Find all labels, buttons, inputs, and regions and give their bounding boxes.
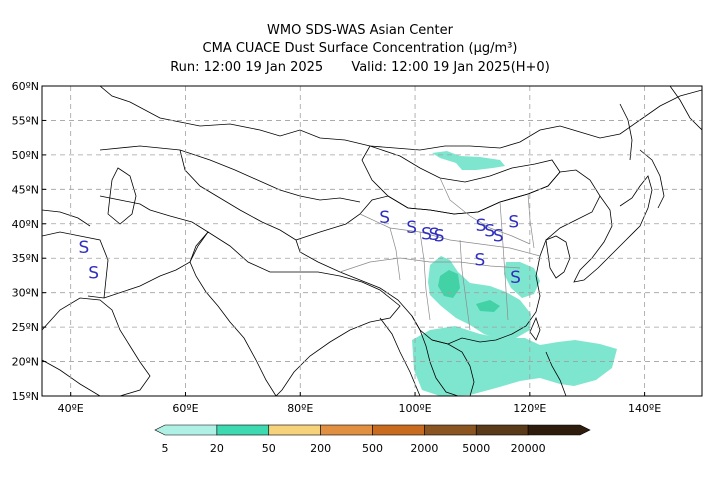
colorbar-swatch [154,424,218,436]
province-borders [339,177,541,331]
colorbar: 5 20 50 200 500 2000 5000 20000 [154,424,591,455]
colorbar-level-label: 20 [210,442,224,455]
lat-tick-label: 40ºN [12,218,39,231]
station-marker-s: S [78,238,89,258]
dust-area-mongolia [432,151,505,170]
lat-tick-label: 60ºN [12,80,39,93]
colorbar-swatch [527,424,591,436]
colorbar-level-label: 500 [362,442,383,455]
colorbar-swatch [424,424,477,436]
station-marker-s: S [88,264,99,284]
lat-tick-label: 25ºN [12,321,39,334]
colorbar-level-label: 200 [310,442,331,455]
lat-tick-label: 55ºN [12,114,39,127]
colorbar-swatch [475,424,529,436]
station-marker-s: S [421,224,432,244]
lon-tick-label: 120ºE [513,402,546,415]
colorbar-level-label: 50 [262,442,276,455]
map-frame [41,85,703,397]
coastlines-borders [42,86,702,396]
station-marker-s: S [406,218,417,238]
lat-tick-label: 50ºN [12,149,39,162]
lat-tick-label: 45ºN [12,183,39,196]
run-time: Run: 12:00 19 Jan 2025 [170,60,324,75]
colorbar-level-label: 20000 [511,442,546,455]
lat-tick-label: 15ºN [12,390,39,403]
map-grid [42,86,702,396]
colorbar-level-label: 2000 [410,442,438,455]
colorbar-swatch [216,424,270,436]
map-axes: 60ºN 55ºN 50ºN 45ºN 40ºN 35ºN 30ºN 25ºN 20ºN 15ºN… [12,80,662,415]
lat-tick-label: 30ºN [12,287,39,300]
station-marker-s: S [379,208,390,228]
station-marker-s: S [493,226,504,246]
dust-area-south-china-sea [412,326,617,396]
map-title: WMO SDS-WAS Asian Center [267,23,453,38]
dust-area-sichuan-core [438,270,460,298]
station-marker-s: S [484,222,495,242]
station-marker-s: S [510,268,521,288]
lon-tick-label: 140ºE [628,402,661,415]
map-subtitle: CMA CUACE Dust Surface Concentration (μg… [202,41,518,56]
station-marker-s: S [476,216,487,236]
dust-area-east-china [504,262,540,298]
dust-area-south-core [476,300,500,312]
run-valid-line: Run: 12:00 19 Jan 2025 Valid: 12:00 19 J… [0,60,720,76]
lon-tick-label: 100ºE [398,402,431,415]
lat-tick-label: 35ºN [12,252,39,265]
colorbar-level-label: 5000 [462,442,490,455]
colorbar-level-label: 5 [162,442,169,455]
lat-tick-label: 20ºN [12,356,39,369]
dust-concentration-layer [412,151,617,396]
station-marker-s: S [474,251,485,271]
lon-tick-label: 60ºE [172,402,198,415]
station-marker-s: S [434,226,445,246]
lon-tick-label: 80ºE [287,402,313,415]
station-marker-s: S [429,225,440,245]
station-marker-s: S [508,213,519,233]
valid-time: Valid: 12:00 19 Jan 2025(H+0) [351,60,550,75]
colorbar-swatch [372,424,425,436]
colorbar-swatch [268,424,321,436]
lon-tick-label: 40ºE [58,402,84,415]
colorbar-swatch [320,424,373,436]
